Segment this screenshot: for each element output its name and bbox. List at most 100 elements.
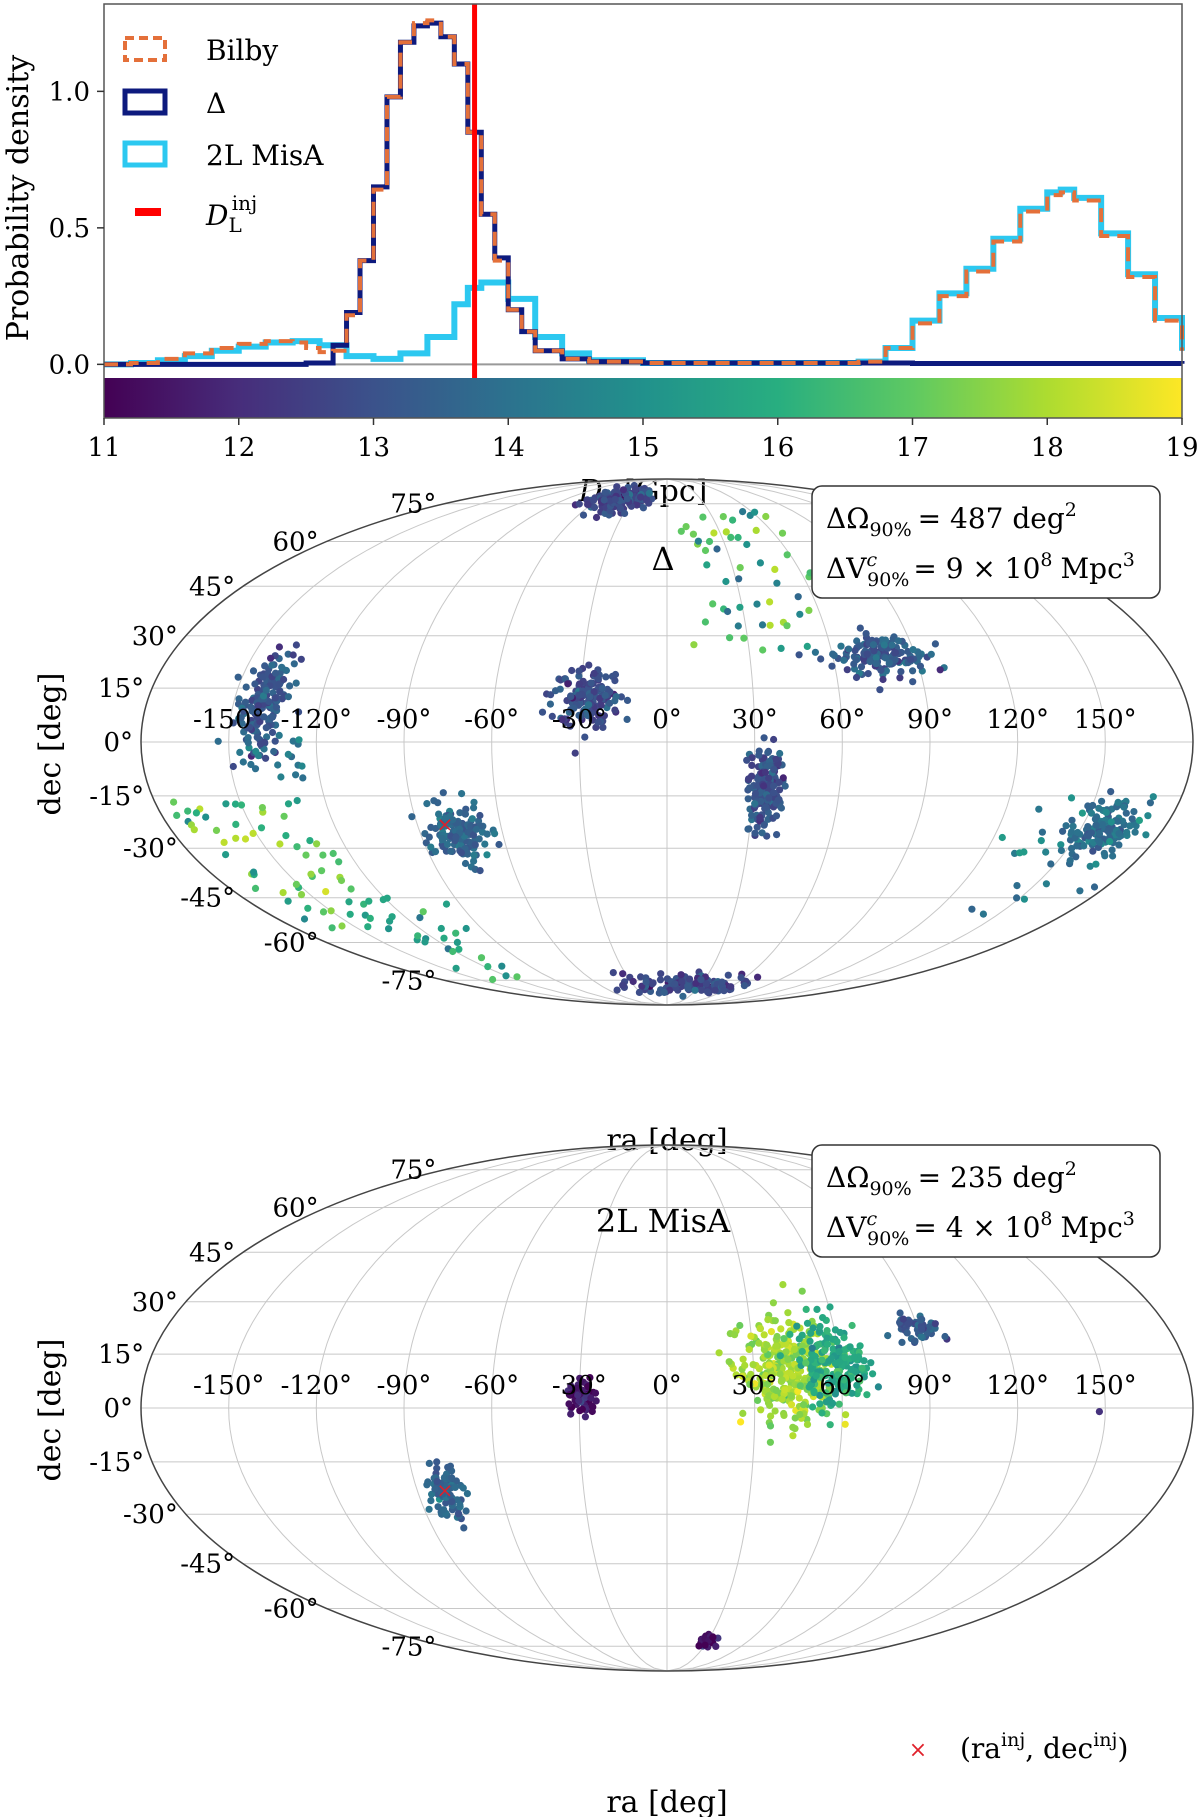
sky-sample-point xyxy=(754,1396,762,1404)
sky-sample-point xyxy=(785,1319,793,1327)
dec-tick-label: 45° xyxy=(189,572,235,602)
sky-sample-point xyxy=(904,1320,912,1328)
sky-sample-point xyxy=(1042,848,1050,856)
sky-sample-point xyxy=(812,1372,820,1380)
sky-sample-point xyxy=(1047,860,1055,868)
sky-sample-point xyxy=(1131,828,1139,836)
sky-sample-point xyxy=(254,702,262,710)
sky-sample-point xyxy=(457,849,465,857)
sky-sample-point xyxy=(860,1373,868,1381)
sky-sample-point xyxy=(736,564,744,572)
sky-sample-point xyxy=(752,526,760,535)
skymap-delta-title: Δ xyxy=(651,540,674,578)
sky-sample-point xyxy=(872,654,880,662)
sky-sample-point xyxy=(546,700,555,708)
sky-sample-point xyxy=(656,976,665,984)
sky-sample-point xyxy=(757,1406,765,1414)
sky-sample-point xyxy=(820,1347,829,1355)
sky-sample-point xyxy=(452,929,460,937)
sky-sample-point xyxy=(765,1361,773,1369)
sky-sample-point xyxy=(1128,815,1136,823)
sky-sample-point xyxy=(1095,829,1103,837)
sky-sample-point xyxy=(846,1343,854,1351)
sky-sample-point xyxy=(777,644,785,653)
sky-sample-point xyxy=(292,880,300,889)
sky-sample-point xyxy=(834,1371,842,1379)
stats-volume: ΔVc 90% = 9 × 108 Mpc3 xyxy=(826,549,1135,591)
sky-sample-point xyxy=(575,667,583,675)
sky-sample-point xyxy=(470,851,478,859)
sky-sample-point xyxy=(623,696,632,705)
sky-sample-point xyxy=(761,768,770,776)
sky-sample-point xyxy=(709,1633,717,1641)
sky-sample-point xyxy=(744,825,752,833)
ra-tick-label: 60° xyxy=(819,705,865,735)
sky-sample-point xyxy=(446,1491,454,1499)
sky-sample-point xyxy=(857,663,866,671)
sky-sample-point xyxy=(773,579,781,587)
sky-sample-point xyxy=(481,840,489,848)
sky-sample-point xyxy=(574,1391,582,1399)
dec-tick-label: -30° xyxy=(123,834,178,864)
sky-sample-point xyxy=(831,1387,840,1395)
sky-sample-point xyxy=(740,982,749,990)
sky-sample-point xyxy=(689,530,698,538)
sky-sample-point xyxy=(425,1505,433,1513)
sky-sample-point xyxy=(763,1341,771,1349)
sky-sample-point xyxy=(232,834,240,842)
sky-sample-point xyxy=(571,749,579,757)
sky-sample-point xyxy=(275,643,283,651)
sky-sample-point xyxy=(874,1383,883,1391)
stats-omega: ΔΩ90% = 235 deg2 xyxy=(826,1158,1077,1200)
sky-sample-point xyxy=(592,513,601,522)
ra-tick-label: -120° xyxy=(281,1371,352,1401)
sky-sample-point xyxy=(778,529,787,537)
colorbar-strip xyxy=(104,378,1182,418)
sky-sample-point xyxy=(789,1432,797,1440)
sky-sample-point xyxy=(594,718,602,726)
ra-tick-label: 150° xyxy=(1074,1371,1137,1401)
sky-sample-point xyxy=(214,737,222,745)
sky-sample-point xyxy=(437,924,445,933)
sky-sample-point xyxy=(428,1490,436,1498)
sky-sample-point xyxy=(498,962,506,970)
sky-sample-point xyxy=(789,1372,797,1380)
x-tick-label: 12 xyxy=(222,433,255,463)
sky-sample-point xyxy=(678,977,686,985)
sky-sample-point xyxy=(760,782,768,790)
sky-sample-point xyxy=(337,876,346,885)
sky-sample-point xyxy=(1042,880,1050,888)
sky-sample-point xyxy=(442,1499,450,1507)
sky-sample-point xyxy=(247,760,255,769)
sky-sample-point xyxy=(851,646,859,655)
sky-sample-point xyxy=(852,673,861,682)
sky-sample-point xyxy=(495,840,503,849)
sky-sample-point xyxy=(589,496,598,504)
sky-sample-point xyxy=(567,693,575,701)
sky-sample-point xyxy=(322,888,330,896)
sky-sample-point xyxy=(936,666,944,674)
sky-sample-point xyxy=(766,1438,775,1446)
sky-sample-point xyxy=(295,708,303,716)
sky-sample-point xyxy=(843,666,851,674)
sky-sample-point xyxy=(739,1355,747,1363)
sky-sample-point xyxy=(232,820,240,829)
sky-sample-point xyxy=(1098,797,1106,805)
sky-sample-point xyxy=(259,692,268,700)
sky-sample-point xyxy=(279,889,287,897)
sky-sample-point xyxy=(727,533,735,542)
sky-sample-point xyxy=(1130,808,1138,816)
sky-sample-point xyxy=(773,1332,781,1341)
sky-sample-point xyxy=(773,831,781,839)
sky-sample-point xyxy=(292,641,300,649)
sky-sample-point xyxy=(471,841,479,849)
sky-sample-point xyxy=(345,898,353,906)
sky-sample-point xyxy=(448,1474,456,1482)
sky-sample-point xyxy=(278,663,286,671)
skymap-delta-points: × xyxy=(170,481,1157,1000)
sky-sample-point xyxy=(1087,829,1096,837)
sky-sample-point xyxy=(766,621,774,629)
sky-sample-point xyxy=(771,565,779,574)
dec-tick-label: -75° xyxy=(382,966,437,996)
sky-sample-point xyxy=(1089,847,1097,855)
